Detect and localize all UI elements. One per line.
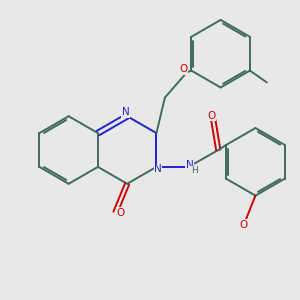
Text: N: N [122, 107, 130, 118]
Text: O: O [180, 64, 188, 74]
Text: N: N [154, 164, 162, 174]
Text: O: O [208, 111, 216, 121]
Text: H: H [191, 166, 197, 175]
Text: O: O [240, 220, 248, 230]
Text: O: O [117, 208, 125, 218]
Text: N: N [186, 160, 194, 170]
